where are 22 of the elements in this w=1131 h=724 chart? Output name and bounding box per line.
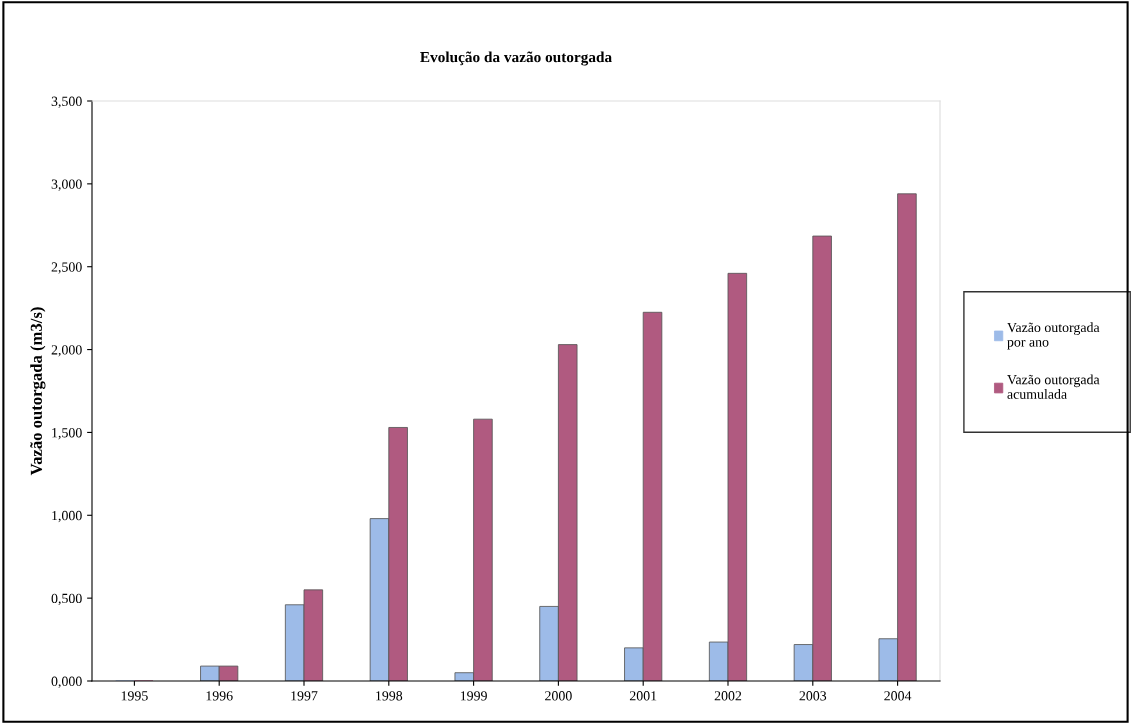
y-axis-title: Vazão outorgada (m3/s) (30, 307, 46, 476)
y-tick-label: 1,000 (52, 510, 82, 523)
x-tick-label: 1995 (121, 691, 148, 701)
chart-title: Evolução da vazão outorgada (420, 51, 612, 66)
y-tick-label: 0,000 (51, 676, 82, 688)
x-tick-label: 2002 (714, 691, 742, 701)
x-tick-label: 1999 (460, 691, 487, 701)
y-tick-label: 3,500 (51, 96, 82, 108)
x-tick-label: 2003 (799, 691, 827, 701)
y-tick-label: 2,000 (51, 345, 82, 357)
y-tick-label: 0,500 (51, 593, 82, 606)
x-tick-label: 2001 (629, 691, 657, 701)
x-tick-label: 2004 (884, 691, 912, 701)
x-tick-label: 1998 (376, 691, 403, 701)
x-tick-label: 1996 (206, 691, 233, 701)
y-tick-label: 2,500 (51, 262, 82, 274)
y-tick-label: 3,000 (51, 179, 82, 191)
x-tick-label: 1997 (291, 691, 318, 701)
legend-label: Vazão outorgada por ano (1007, 322, 1100, 350)
x-tick-label: 2000 (545, 691, 572, 701)
legend-label: Vazão outorgada acumulada (1007, 374, 1100, 399)
y-tick-label: 1,500 (52, 428, 82, 440)
